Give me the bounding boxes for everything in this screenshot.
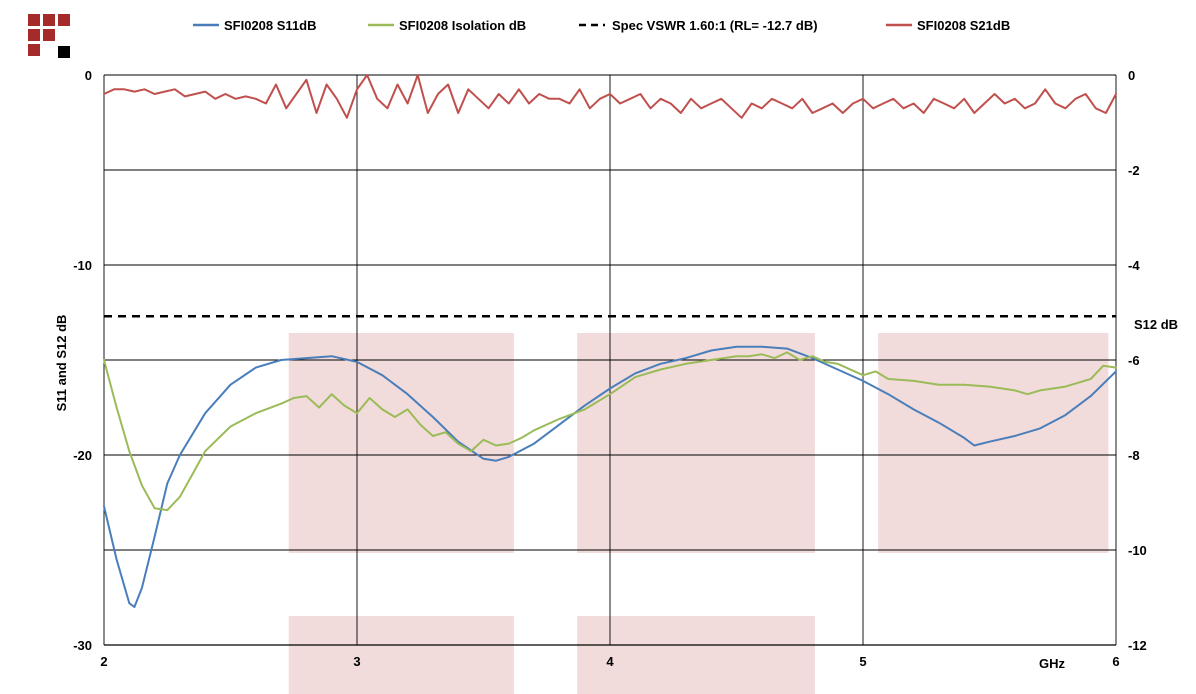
legend-label-s21: SFI0208 S21dB (917, 18, 1010, 33)
band-upper-0 (288, 333, 514, 553)
x-tick-3: 5 (859, 654, 866, 669)
x-tick-2: 4 (606, 654, 614, 669)
band-lower-1 (577, 616, 815, 694)
x-axis-ticks: 2 3 4 5 6 (100, 654, 1119, 669)
x-tick-1: 3 (353, 654, 360, 669)
legend-label-spec: Spec VSWR 1.60:1 (RL= -12.7 dB) (612, 18, 818, 33)
y-tick-2: -20 (73, 448, 92, 463)
band-upper-1 (577, 333, 815, 553)
logo-square-0 (28, 14, 40, 26)
y2-tick-0: 0 (1128, 68, 1135, 83)
y2-tick-3: -6 (1128, 353, 1140, 368)
logo-square-2 (58, 14, 70, 26)
legend-label-s11: SFI0208 S11dB (224, 18, 317, 33)
series-s21-line (103, 74, 1117, 119)
y2-tick-5: -10 (1128, 543, 1147, 558)
logo-square-5 (28, 44, 40, 56)
gridlines (103, 74, 1117, 646)
y2-axis-title: S12 dB (1134, 317, 1178, 332)
left-axis-ticks: 0 -10 -20 -30 (73, 68, 92, 653)
series-layer (103, 74, 1117, 608)
logo (28, 14, 70, 58)
x-axis-title: GHz (1039, 656, 1066, 671)
y2-tick-1: -2 (1128, 163, 1140, 178)
y2-tick-2: -4 (1128, 258, 1140, 273)
logo-square-4 (43, 29, 55, 41)
y2-tick-6: -12 (1128, 638, 1147, 653)
logo-square-black (58, 46, 70, 58)
band-upper-2 (878, 333, 1109, 553)
right-axis-ticks: 0 -2 -4 -6 -8 -10 -12 (1128, 68, 1147, 653)
legend-label-isolation: SFI0208 Isolation dB (399, 18, 526, 33)
y-tick-1: -10 (73, 258, 92, 273)
y-axis-title: S11 and S12 dB (54, 315, 69, 412)
x-tick-0: 2 (100, 654, 107, 669)
shaded-bands (288, 333, 1109, 694)
y-tick-0: 0 (85, 68, 92, 83)
logo-square-3 (28, 29, 40, 41)
band-lower-0 (288, 616, 514, 694)
y-tick-3: -30 (73, 638, 92, 653)
x-tick-4: 6 (1112, 654, 1119, 669)
series-isolation-line (103, 351, 1117, 512)
y2-tick-4: -8 (1128, 448, 1140, 463)
logo-square-1 (43, 14, 55, 26)
series-s11-line (103, 345, 1117, 608)
legend: SFI0208 S11dB SFI0208 Isolation dB Spec … (193, 18, 1010, 33)
